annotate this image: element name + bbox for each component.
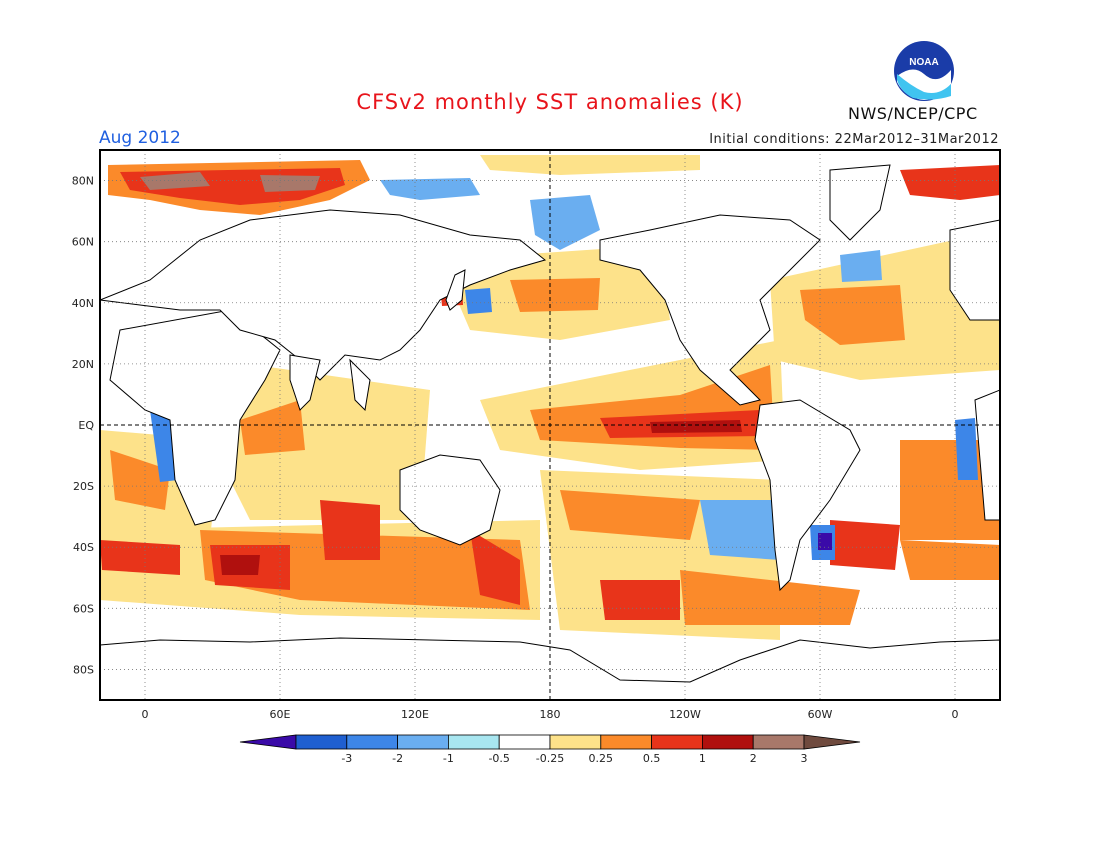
lat-tick-label: 40N (72, 297, 94, 310)
anomaly-spac-red (600, 580, 680, 620)
anomaly-satl-southern (900, 540, 1000, 580)
anomaly-argentina-warm (830, 520, 900, 570)
colorbar-label: 0.25 (589, 752, 614, 765)
chart-title: CFSv2 monthly SST anomalies (K) (356, 90, 744, 114)
noaa-logo: NOAA (894, 41, 954, 101)
colorbar-box (295, 734, 348, 750)
colorbar-label: -0.5 (488, 752, 509, 765)
colorbar-label: -1 (443, 752, 454, 765)
anomaly-arctic-east (900, 165, 1000, 200)
anomaly-natl-cold (840, 250, 882, 282)
colorbar-box (397, 734, 449, 750)
anomaly-so-red-4 (100, 540, 180, 575)
lat-tick-label: EQ (78, 419, 94, 432)
anomaly-natl-orange (800, 285, 905, 345)
lon-tick-label: 0 (952, 708, 959, 721)
land-north-america (599, 214, 821, 406)
colorbar-box (549, 734, 602, 750)
land-europe-east (949, 219, 1000, 321)
colorbar-label: 1 (699, 752, 706, 765)
colorbar-label: 2 (750, 752, 757, 765)
colorbar-high-triangle (803, 734, 861, 750)
colorbar-label: -3 (341, 752, 352, 765)
anomaly-argentina-extreme (818, 533, 832, 550)
gridlines (100, 150, 1000, 700)
agency-label: NWS/NCEP/CPC (848, 104, 978, 123)
lon-tick-label: 120W (669, 708, 701, 721)
anomaly-arctic-cold (380, 178, 480, 200)
colorbar-box (752, 734, 805, 750)
anomaly-spac-cold (700, 500, 780, 560)
land-eurasia (100, 209, 547, 381)
lon-tick-label: 60E (270, 708, 291, 721)
colorbar: -3 -2 -1 -0.5 -0.25 0.25 0.5 1 2 3 (239, 734, 861, 765)
land-south-america (754, 399, 861, 592)
lat-tick-label: 80S (73, 663, 94, 676)
anomaly-brazil-cold (955, 418, 978, 480)
plot-frame (99, 149, 1001, 701)
anomaly-enso-dark (650, 420, 742, 433)
valid-month: Aug 2012 (99, 128, 181, 148)
anomaly-spac-orange (560, 490, 700, 540)
colorbar-box (702, 734, 754, 750)
colorbar-box (498, 734, 551, 750)
anomaly-kuroshio-cold (465, 288, 492, 314)
anomaly-satl-orange (110, 450, 170, 510)
anomaly-io-light (215, 360, 430, 520)
anomaly-arctic-extreme-2 (260, 175, 320, 192)
anomaly-arctic-extreme (140, 172, 210, 190)
land-seasia (349, 358, 371, 412)
lat-tick-label: 20N (72, 358, 94, 371)
lat-tick-label: 40S (73, 541, 94, 554)
initial-conditions: Initial conditions: 22Mar2012–31Mar2012 (709, 132, 999, 147)
anomaly-npac-orange (510, 278, 600, 312)
lon-tick-label: 60W (808, 708, 833, 721)
lat-tick-label: 80N (72, 175, 94, 188)
colorbar-label: -2 (392, 752, 403, 765)
colorbar-label: 0.5 (643, 752, 661, 765)
colorbar-low-triangle (239, 734, 297, 750)
anomaly-so-red-3 (470, 530, 520, 605)
lat-tick-label: 60N (72, 236, 94, 249)
longitude-labels: 0 60E 120E 180 120W 60W 0 (142, 708, 959, 721)
anomaly-spac-band (680, 570, 860, 625)
anomaly-bering-cold (530, 195, 600, 250)
land-australia (399, 454, 501, 546)
anomaly-so-dark (220, 555, 260, 575)
colorbar-box (651, 734, 703, 750)
latitude-labels: 80N 60N 40N 20N EQ 20S 40S 60S 80S (72, 175, 95, 677)
lat-tick-label: 20S (73, 480, 94, 493)
land-greenland (829, 164, 891, 241)
anomaly-so-red-2 (320, 500, 380, 560)
lat-tick-label: 60S (73, 602, 94, 615)
colorbar-box (346, 734, 398, 750)
lon-tick-label: 180 (540, 708, 561, 721)
colorbar-box (600, 734, 652, 750)
colorbar-box (447, 734, 500, 750)
anomaly-arctic-light (480, 155, 700, 175)
noaa-logo-text: NOAA (909, 57, 938, 68)
land-india (289, 354, 321, 411)
anomaly-io-orange (240, 400, 305, 455)
colorbar-label: -0.25 (536, 752, 564, 765)
lon-tick-label: 120E (401, 708, 429, 721)
colorbar-label: 3 (801, 752, 808, 765)
land-africa-east (974, 389, 1000, 521)
land-japan (445, 269, 466, 311)
lon-tick-label: 0 (142, 708, 149, 721)
